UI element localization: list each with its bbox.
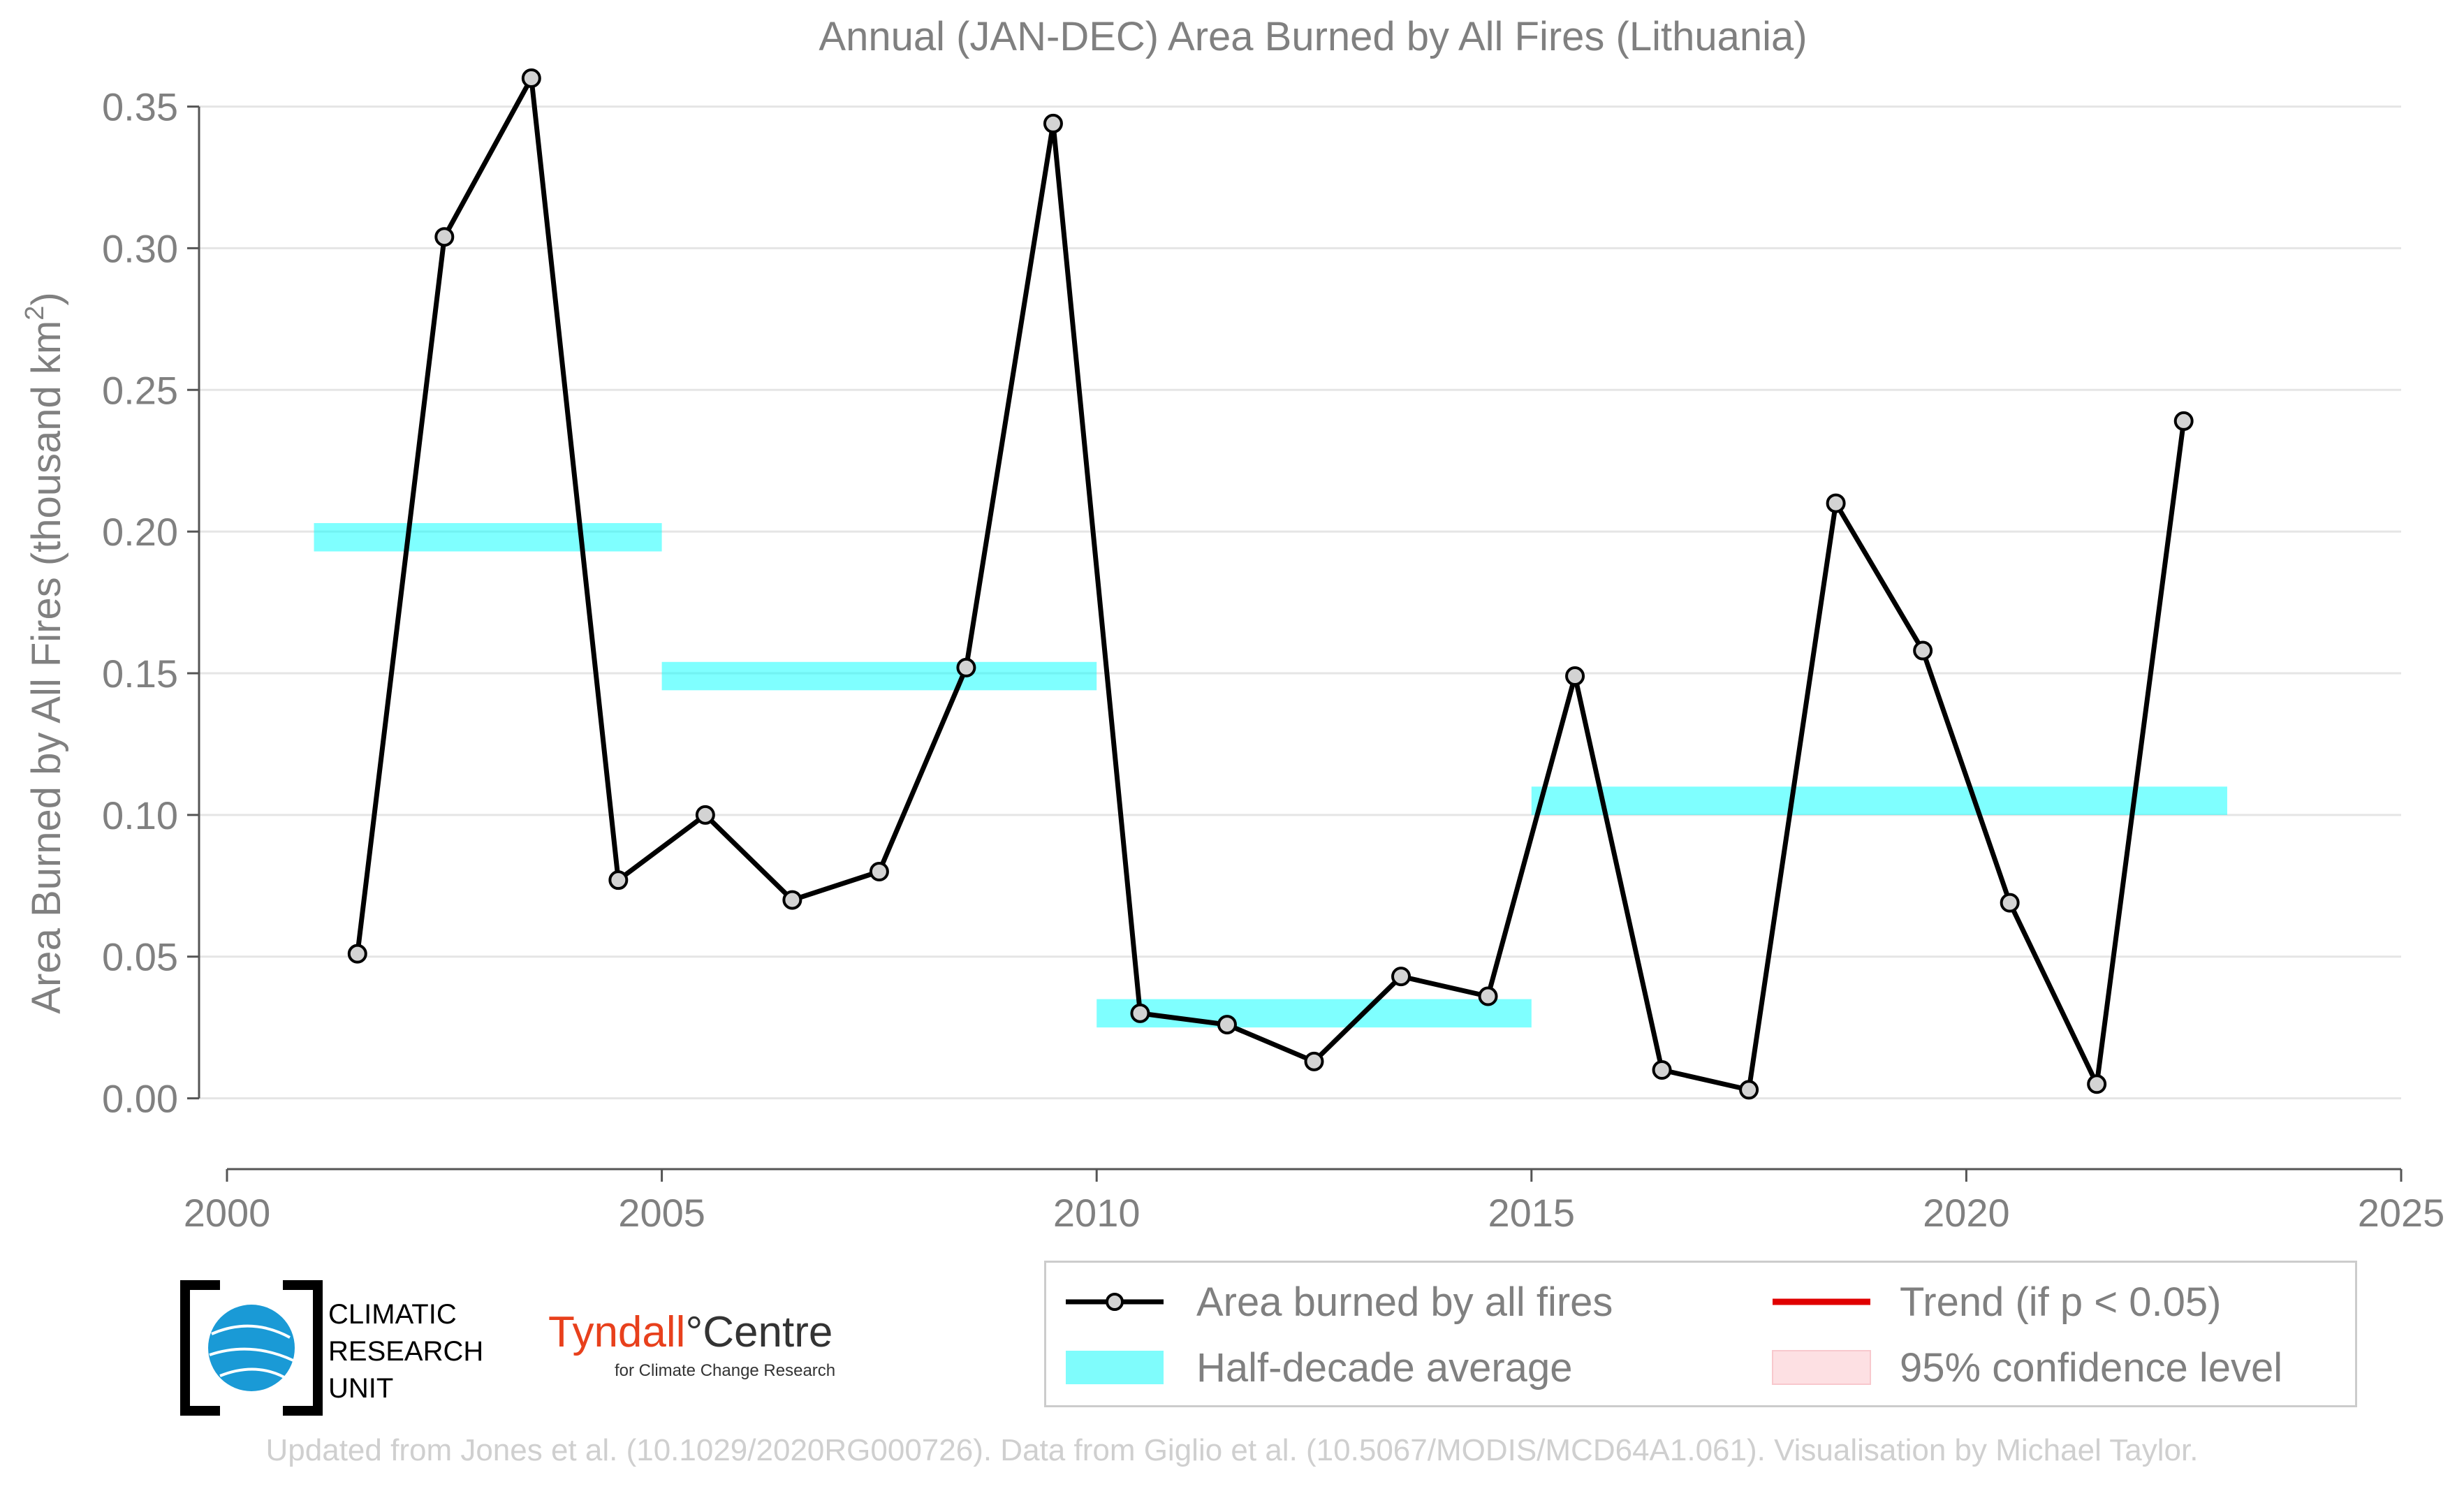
data-point	[869, 862, 889, 881]
tyndall-logo-suffix: °Centre	[685, 1308, 833, 1356]
y-axis: 0.00 0.05 0.10 0.15 0.20 0.25 0.30 0.35	[102, 85, 200, 1121]
data-point	[1739, 1080, 1759, 1100]
x-tick-label: 2000	[184, 1191, 271, 1235]
data-point	[1478, 986, 1498, 1006]
legend: Area burned by all fires Trend (if p < 0…	[1044, 1261, 2357, 1407]
data-point	[1826, 493, 1846, 513]
y-tick-label: 0.05	[102, 935, 178, 979]
legend-graphic: Area burned by all fires Trend (if p < 0…	[1066, 1279, 2282, 1391]
cru-logo-line2: RESEARCH	[328, 1336, 483, 1367]
data-point	[1652, 1060, 1672, 1080]
data-point	[1217, 1015, 1237, 1035]
y-tick-label: 0.20	[102, 510, 178, 554]
cru-logo: CLIMATIC RESEARCH UNIT	[178, 1278, 534, 1418]
legend-half-decade-swatch	[1066, 1351, 1164, 1384]
half-decade-band	[1531, 786, 2227, 815]
y-axis-label: Area Burned by All Fires (thousand km2)	[20, 292, 69, 1013]
x-tick-label: 2025	[2358, 1191, 2445, 1235]
data-point	[1913, 640, 1933, 661]
y-tick-label: 0.10	[102, 793, 178, 837]
x-tick-label: 2005	[618, 1191, 705, 1235]
legend-marker-swatch	[1106, 1293, 1124, 1311]
data-point	[1043, 113, 1063, 133]
legend-entry-trend: Trend (if p < 0.05)	[1773, 1279, 2221, 1325]
data-point	[521, 68, 541, 88]
cru-logo-line3: UNIT	[328, 1373, 393, 1404]
data-point	[347, 944, 367, 964]
cru-logo-graphic: CLIMATIC RESEARCH UNIT	[180, 1280, 483, 1416]
tyndall-logo: Tyndall°Centre for Climate Change Resear…	[548, 1306, 842, 1383]
data-point	[1391, 967, 1411, 987]
half-decade-band	[661, 661, 1097, 691]
footer-credit: Updated from Jones et al. (10.1029/2020R…	[265, 1433, 2199, 1467]
y-axis-label-close: )	[24, 292, 69, 305]
legend-label-confidence: 95% confidence level	[1900, 1345, 2282, 1391]
y-tick-label: 0.30	[102, 226, 178, 270]
data-point	[2000, 893, 2020, 913]
y-axis-label-superscript: 2	[20, 306, 50, 321]
x-tick-label: 2010	[1053, 1191, 1141, 1235]
gridlines	[199, 105, 2401, 1100]
data-point	[956, 657, 976, 677]
half-decade-band	[314, 522, 662, 552]
y-tick-label: 0.15	[102, 652, 178, 696]
cru-logo-line1: CLIMATIC	[328, 1299, 457, 1330]
data-point	[2173, 411, 2194, 431]
data-point	[1565, 666, 1585, 687]
tyndall-logo-tagline: for Climate Change Research	[615, 1361, 835, 1380]
area-burned-series	[347, 68, 2194, 1100]
legend-entry-half-decade: Half-decade average	[1066, 1345, 1572, 1391]
data-point	[1304, 1051, 1324, 1071]
half-decade-bands	[314, 522, 2227, 1028]
y-tick-label: 0.35	[102, 85, 178, 129]
x-tick-label: 2020	[1923, 1191, 2010, 1235]
tyndall-logo-graphic: Tyndall°Centre for Climate Change Resear…	[548, 1308, 835, 1380]
data-point	[782, 890, 802, 910]
globe-icon	[208, 1305, 295, 1391]
x-axis: 2000 2005 2010 2015 2020 2025	[184, 1168, 2445, 1235]
series-line	[355, 75, 2187, 1092]
legend-label-area-burned: Area burned by all fires	[1196, 1279, 1613, 1325]
y-tick-label: 0.00	[102, 1077, 178, 1121]
y-axis-label-main: Area Burned by All Fires (thousand km	[24, 321, 69, 1014]
tyndall-logo-name: Tyndall	[548, 1308, 685, 1356]
x-tick-label: 2015	[1488, 1191, 1576, 1235]
y-tick-label: 0.25	[102, 368, 178, 412]
chart: Annual (JAN-DEC) Area Burned by All Fire…	[20, 14, 2445, 1235]
data-point	[608, 870, 629, 890]
data-point	[434, 227, 455, 247]
half-decade-band	[1097, 999, 1532, 1028]
legend-label-half-decade: Half-decade average	[1196, 1345, 1572, 1391]
legend-entry-confidence: 95% confidence level	[1772, 1345, 2282, 1391]
chart-title: Annual (JAN-DEC) Area Burned by All Fire…	[819, 14, 1807, 59]
data-point	[2087, 1074, 2107, 1094]
data-point	[695, 805, 715, 825]
legend-label-trend: Trend (if p < 0.05)	[1900, 1279, 2221, 1325]
svg-text:Tyndall°Centre: Tyndall°Centre	[548, 1308, 833, 1356]
legend-entry-area-burned: Area burned by all fires	[1066, 1279, 1613, 1325]
data-point	[1130, 1003, 1150, 1023]
legend-confidence-swatch	[1772, 1350, 1871, 1385]
